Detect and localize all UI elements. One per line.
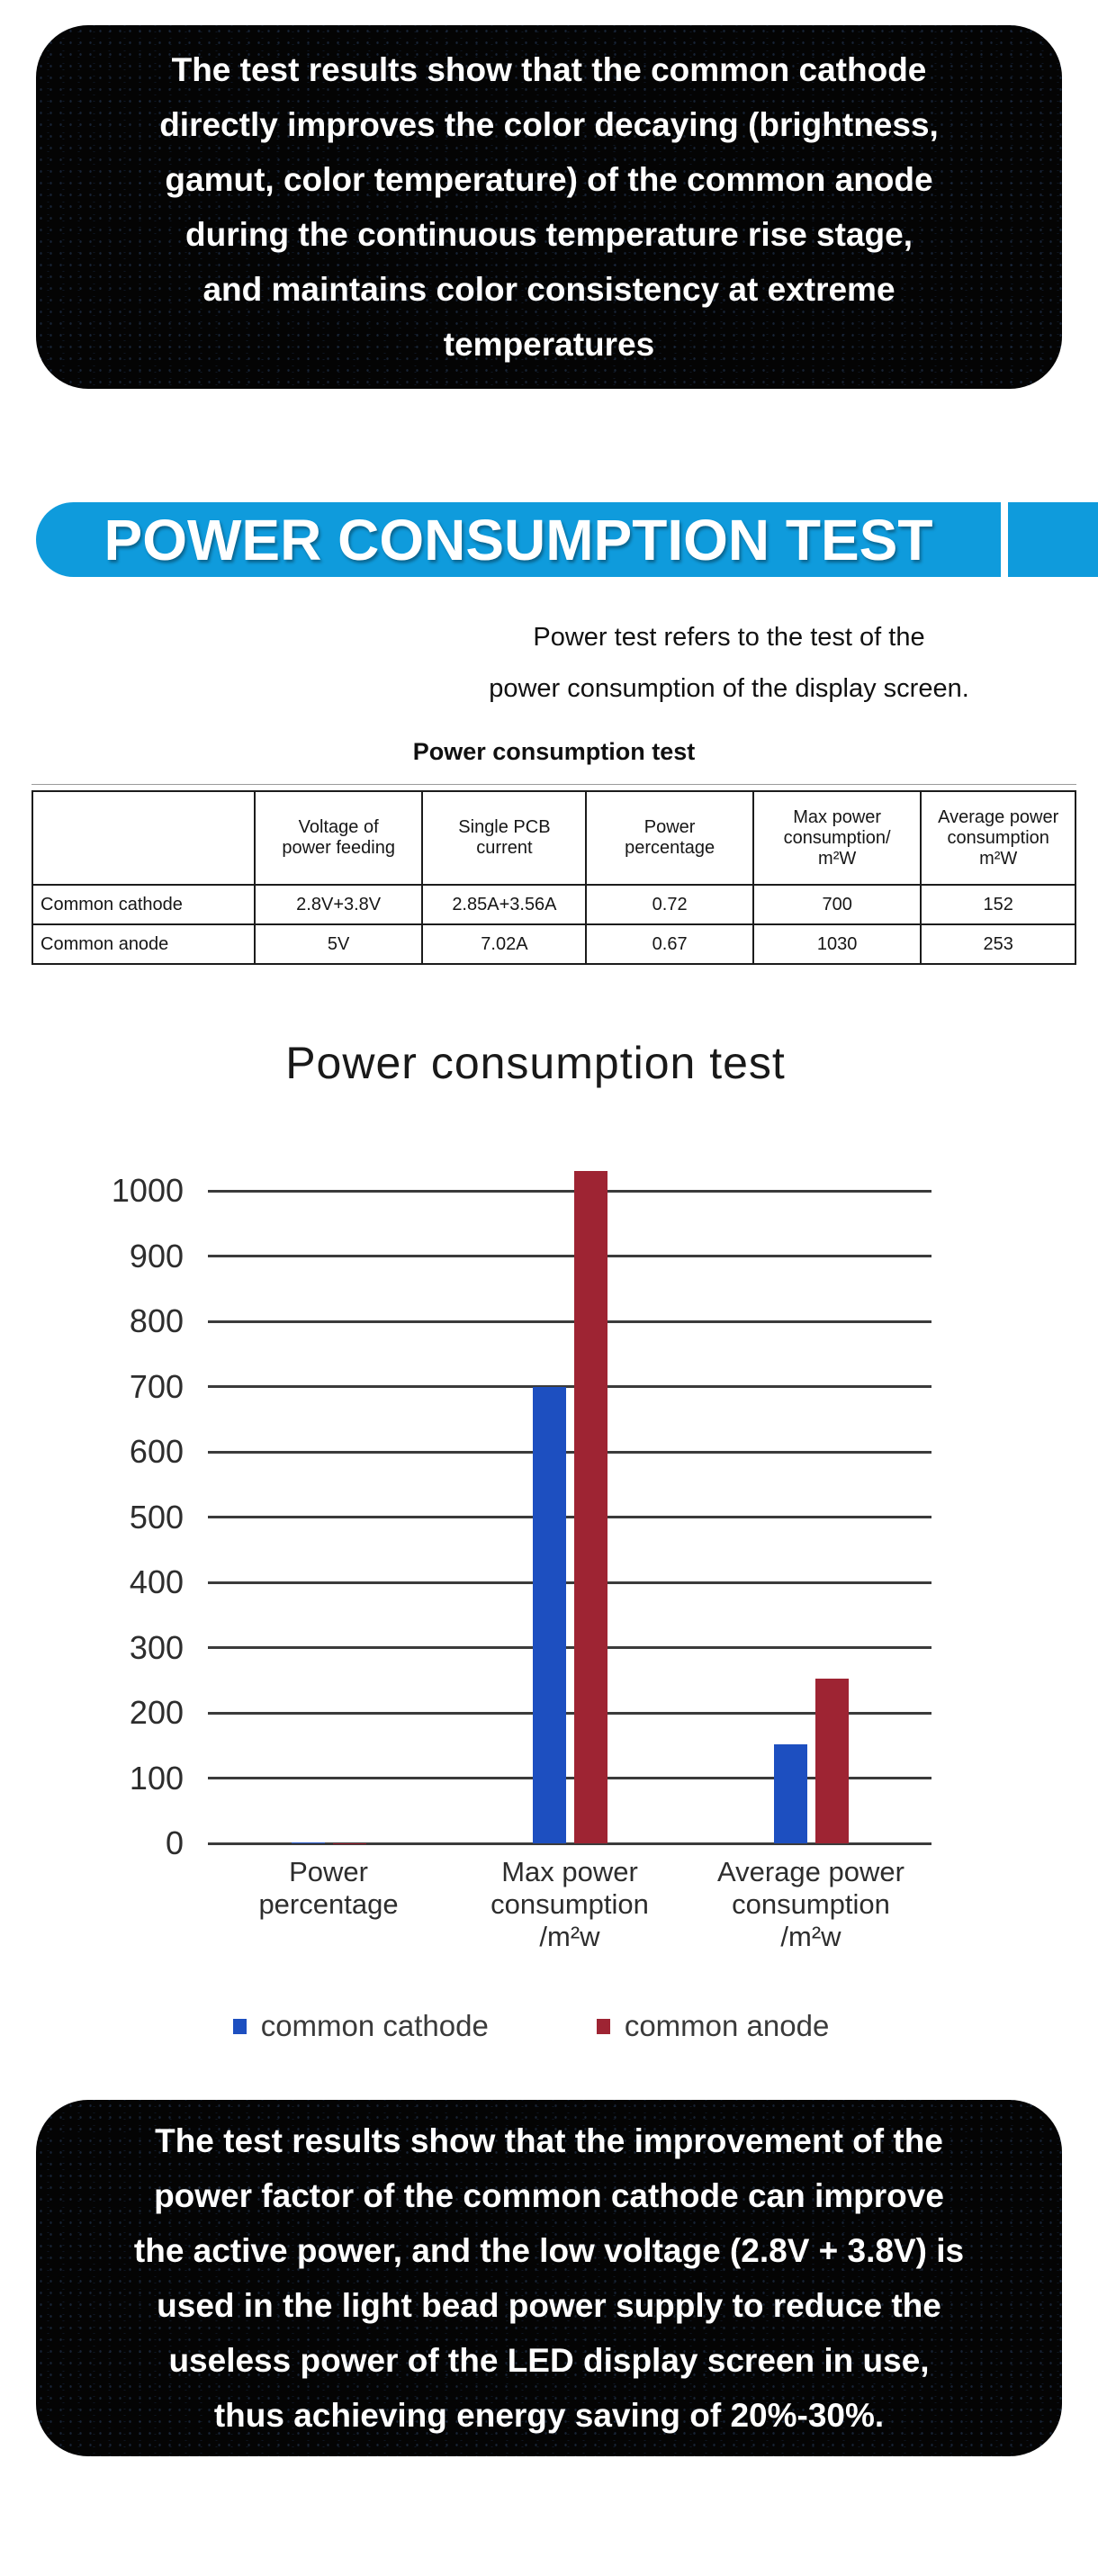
bottom-result-callout: The test results show that the improveme… bbox=[36, 2100, 1062, 2456]
table-header-max-power: Max power consumption/ m²W bbox=[752, 790, 922, 886]
table-top-rule bbox=[32, 784, 1076, 785]
x-axis-label-cat1: Max power consumption /m²w bbox=[490, 1856, 649, 1952]
cell: 2.8V+3.8V bbox=[253, 884, 424, 925]
row-label-common-anode: Common anode bbox=[32, 923, 256, 965]
section-banner-accent bbox=[1008, 502, 1098, 577]
x-axis-label-cat2: Average power consumption /m²w bbox=[717, 1856, 904, 1952]
gridline-1000 bbox=[208, 1189, 932, 1193]
y-axis-tick-800: 800 bbox=[129, 1302, 184, 1339]
cell: 2.85A+3.56A bbox=[421, 884, 588, 925]
y-axis-tick-500: 500 bbox=[129, 1498, 184, 1536]
bottom-result-text: The test results show that the improveme… bbox=[133, 2122, 965, 2434]
cell: 0.67 bbox=[585, 923, 754, 965]
chart-legend: common cathode common anode bbox=[0, 2009, 1062, 2043]
cell: 5V bbox=[253, 923, 424, 965]
gridline-100 bbox=[208, 1777, 932, 1779]
cell: 152 bbox=[920, 884, 1076, 925]
intro-paragraph: Power test refers to the test of the pow… bbox=[489, 623, 969, 703]
legend-marker bbox=[232, 2018, 247, 2034]
cell: 253 bbox=[920, 923, 1076, 965]
bar-common-cathode-cat1 bbox=[532, 1386, 566, 1843]
table-header-average-power: Average power consumption m²W bbox=[920, 790, 1076, 886]
table-header-voltage: Voltage of power feeding bbox=[253, 790, 424, 886]
chart-title: Power consumption test bbox=[285, 1038, 786, 1088]
gridline-900 bbox=[208, 1255, 932, 1257]
gridline-700 bbox=[208, 1385, 932, 1388]
cell: 7.02A bbox=[421, 923, 588, 965]
top-result-callout: The test results show that the common ca… bbox=[36, 25, 1062, 389]
legend-item-common-cathode: common cathode bbox=[232, 2009, 489, 2043]
cell: 700 bbox=[752, 884, 922, 925]
y-axis-tick-100: 100 bbox=[129, 1759, 184, 1797]
y-axis-tick-300: 300 bbox=[129, 1628, 184, 1666]
bar-common-cathode-cat2 bbox=[773, 1743, 807, 1843]
y-axis-tick-0: 0 bbox=[165, 1824, 184, 1861]
gridline-200 bbox=[208, 1711, 932, 1715]
top-result-text: The test results show that the common ca… bbox=[159, 51, 939, 363]
y-axis-tick-600: 600 bbox=[129, 1433, 184, 1470]
table-header-row: Voltage of power feeding Single PCB curr… bbox=[32, 790, 1076, 886]
table-header-power-percentage: Power percentage bbox=[585, 790, 754, 886]
row-label-common-cathode: Common cathode bbox=[32, 884, 256, 925]
bar-common-cathode-cat0 bbox=[291, 1842, 325, 1843]
power-consumption-table: Voltage of power feeding Single PCB curr… bbox=[32, 790, 1076, 965]
y-axis-tick-200: 200 bbox=[129, 1694, 184, 1731]
section-banner: POWER CONSUMPTION TEST bbox=[36, 502, 1001, 577]
y-axis-tick-900: 900 bbox=[129, 1237, 184, 1274]
y-axis-tick-400: 400 bbox=[129, 1563, 184, 1600]
legend-item-common-anode: common anode bbox=[596, 2009, 830, 2043]
gridline-800 bbox=[208, 1320, 932, 1323]
section-banner-title: POWER CONSUMPTION TEST bbox=[104, 507, 933, 572]
table-row: Common cathode 2.8V+3.8V 2.85A+3.56A 0.7… bbox=[32, 884, 1076, 925]
legend-label: common anode bbox=[624, 2009, 830, 2042]
cell: 0.72 bbox=[585, 884, 754, 925]
table-title: Power consumption test bbox=[412, 738, 696, 765]
y-axis-tick-1000: 1000 bbox=[111, 1172, 184, 1209]
legend-marker bbox=[596, 2018, 610, 2034]
gridline-600 bbox=[208, 1450, 932, 1454]
cell: 1030 bbox=[752, 923, 922, 965]
gridline-400 bbox=[208, 1581, 932, 1584]
gridline-0 bbox=[208, 1842, 932, 1845]
legend-label: common cathode bbox=[260, 2009, 489, 2042]
gridline-300 bbox=[208, 1646, 932, 1649]
y-axis-tick-700: 700 bbox=[129, 1367, 184, 1405]
bar-common-anode-cat2 bbox=[814, 1678, 849, 1843]
bar-common-anode-cat1 bbox=[573, 1171, 608, 1843]
table-header-current: Single PCB current bbox=[421, 790, 588, 886]
table-row: Common anode 5V 7.02A 0.67 1030 253 bbox=[32, 923, 1076, 965]
table-header-blank bbox=[32, 790, 256, 886]
gridline-500 bbox=[208, 1516, 932, 1518]
x-axis-label-cat0: Power percentage bbox=[258, 1856, 399, 1920]
